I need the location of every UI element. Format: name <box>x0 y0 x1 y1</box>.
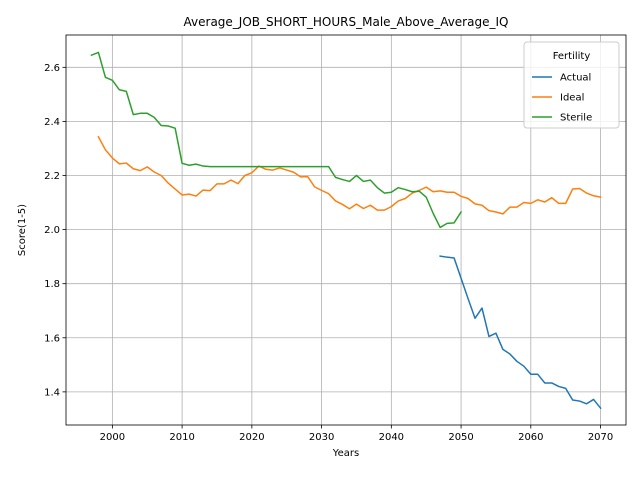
legend-label: Actual <box>560 73 591 84</box>
y-tick-label: 2.2 <box>44 171 60 182</box>
legend-title: Fertility <box>553 51 591 62</box>
x-tick-label: 2070 <box>588 432 613 443</box>
x-tick-label: 2010 <box>169 432 194 443</box>
y-tick-label: 1.8 <box>44 279 60 290</box>
chart-title: Average_JOB_SHORT_HOURS_Male_Above_Avera… <box>184 15 509 29</box>
legend: Fertility Actual Ideal Sterile <box>524 42 619 128</box>
y-tick-label: 2.0 <box>44 225 60 236</box>
x-tick-label: 2030 <box>309 432 334 443</box>
y-tick-label: 2.4 <box>44 117 60 128</box>
x-tick-label: 2050 <box>448 432 473 443</box>
legend-label: Sterile <box>560 113 592 124</box>
y-tick-label: 1.6 <box>44 333 60 344</box>
x-axis-label: Years <box>332 448 359 459</box>
y-tick-label: 2.6 <box>44 63 60 74</box>
y-tick-label: 1.4 <box>44 387 60 398</box>
y-axis-label: Score(1-5) <box>17 204 28 256</box>
x-tick-label: 2020 <box>239 432 264 443</box>
x-tick-label: 2000 <box>100 432 125 443</box>
legend-label: Ideal <box>560 93 584 104</box>
x-tick-label: 2060 <box>518 432 543 443</box>
x-tick-label: 2040 <box>379 432 404 443</box>
